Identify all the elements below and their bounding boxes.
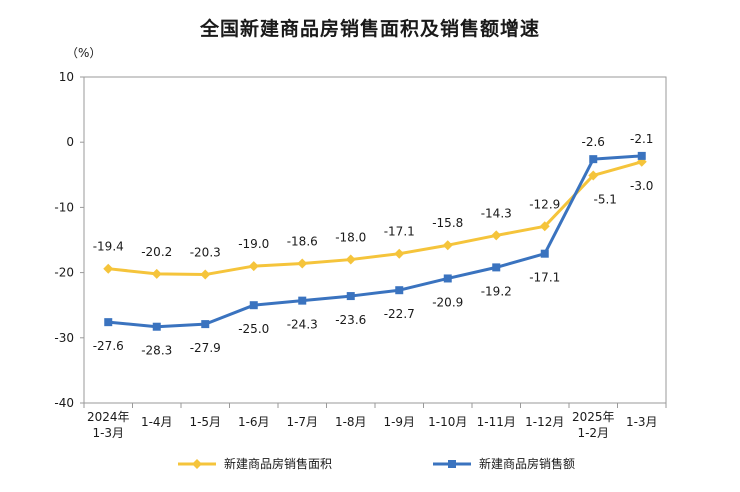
data-label: -17.1 <box>384 225 415 239</box>
x-tick-label: 1-3月 <box>626 415 658 429</box>
x-tick-label: 1-7月 <box>286 415 318 429</box>
data-label: -24.3 <box>287 318 318 332</box>
y-tick-label: -20 <box>54 266 74 280</box>
legend-marker <box>448 460 456 468</box>
data-point <box>346 292 355 301</box>
data-label: -12.9 <box>529 197 560 211</box>
data-label: -19.2 <box>481 284 512 298</box>
series-line <box>108 154 642 329</box>
x-tick-label: 1-6月 <box>238 415 270 429</box>
x-tick-label: 1-12月 <box>525 415 564 429</box>
x-tick-label: 1-10月 <box>428 415 467 429</box>
data-point <box>298 296 307 305</box>
data-point <box>443 274 452 283</box>
data-label: -20.3 <box>190 246 221 260</box>
data-label: -15.8 <box>432 216 463 230</box>
x-tick-label: 2024年 <box>87 410 130 424</box>
data-label: -19.4 <box>93 240 124 254</box>
y-tick-label: -30 <box>54 331 74 345</box>
data-point <box>104 318 113 327</box>
legend-marker <box>192 459 202 469</box>
data-label: -2.1 <box>630 132 653 146</box>
x-tick-label: 2025年 <box>572 410 615 424</box>
data-point <box>297 258 308 269</box>
data-point <box>152 322 161 331</box>
data-point <box>395 286 404 295</box>
data-point <box>248 261 259 272</box>
data-point <box>394 248 405 259</box>
x-tick-label: 1-9月 <box>383 415 415 429</box>
data-point <box>588 170 599 181</box>
data-label: -20.2 <box>141 245 172 259</box>
data-point <box>345 254 356 265</box>
y-tick-label: -10 <box>54 200 74 214</box>
legend-label: 新建商品房销售面积 <box>224 456 332 471</box>
data-label: -18.0 <box>335 231 366 245</box>
data-label: -3.0 <box>630 179 653 193</box>
x-tick-label: 1-8月 <box>335 415 367 429</box>
data-point <box>151 268 162 279</box>
data-label: -23.6 <box>335 313 366 327</box>
data-label: -28.3 <box>141 344 172 358</box>
data-point <box>540 249 549 258</box>
x-tick-label: 1-3月 <box>92 426 124 440</box>
data-point <box>249 301 258 310</box>
data-label: -5.1 <box>594 192 617 206</box>
data-point <box>200 269 211 280</box>
data-label: -25.0 <box>238 322 269 336</box>
data-label: -18.6 <box>287 234 318 248</box>
data-point <box>442 240 453 251</box>
data-label: -17.1 <box>529 271 560 285</box>
data-label: -20.9 <box>432 295 463 309</box>
data-label: -19.0 <box>238 237 269 251</box>
data-point <box>103 263 114 274</box>
y-tick-label: 10 <box>59 70 74 84</box>
chart-title: 全国新建商品房销售面积及销售额增速 <box>199 18 540 40</box>
y-tick-label: 0 <box>66 135 74 149</box>
x-tick-label: 1-2月 <box>577 426 609 440</box>
y-unit-label: （%） <box>66 46 101 60</box>
legend-label: 新建商品房销售额 <box>479 456 575 471</box>
data-point <box>201 320 210 329</box>
data-point <box>539 221 550 232</box>
data-point <box>492 263 501 272</box>
data-point <box>589 155 598 164</box>
data-point <box>637 151 646 160</box>
x-tick-label: 1-11月 <box>477 415 516 429</box>
data-label: -27.9 <box>190 341 221 355</box>
x-tick-label: 1-4月 <box>141 415 173 429</box>
data-label: -22.7 <box>384 307 415 321</box>
data-point <box>491 230 502 241</box>
x-tick-label: 1-5月 <box>189 415 221 429</box>
data-label: -2.6 <box>582 135 605 149</box>
data-label: -14.3 <box>481 206 512 220</box>
series-line <box>108 160 643 277</box>
y-tick-label: -40 <box>54 396 74 410</box>
data-label: -27.6 <box>93 339 124 353</box>
